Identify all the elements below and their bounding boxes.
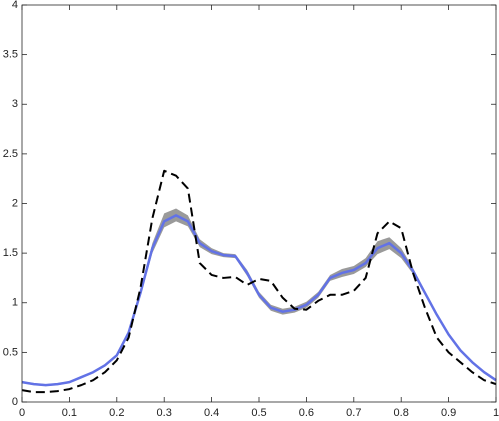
confidence-band <box>22 208 496 387</box>
line-series <box>21 214 497 387</box>
axes-box <box>21 4 497 403</box>
y-tick-label: 2.5 <box>3 148 18 160</box>
x-tick-label: 0.3 <box>157 407 172 419</box>
y-tick-label: 1.5 <box>3 247 18 259</box>
x-tick-label: 0.8 <box>394 407 409 419</box>
y-tick-label: 3.5 <box>3 49 18 61</box>
y-tick-label: 0 <box>12 396 18 408</box>
x-tick-label: 0.9 <box>441 407 456 419</box>
x-tick-label: 1 <box>493 407 499 419</box>
x-tick-label: 0.2 <box>109 407 124 419</box>
y-tick-label: 2 <box>12 197 18 209</box>
line-series <box>21 169 497 394</box>
x-tick-label: 0.4 <box>204 407 219 419</box>
y-tick-label: 4 <box>12 0 18 11</box>
y-tick-label: 0.5 <box>3 346 18 358</box>
x-tick-label: 0.7 <box>346 407 361 419</box>
x-tick-label: 0.5 <box>251 407 266 419</box>
x-tick-label: 0 <box>19 407 25 419</box>
y-tick-label: 3 <box>12 98 18 110</box>
y-tick-label: 1 <box>12 297 18 309</box>
x-tick-label: 0.1 <box>62 407 77 419</box>
x-tick-label: 0.6 <box>299 407 314 419</box>
